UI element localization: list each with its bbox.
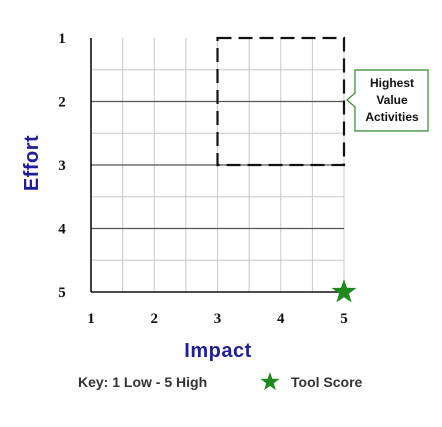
highlight-region-layer bbox=[216, 36, 346, 167]
highlight-region-box bbox=[216, 36, 346, 167]
point-layer bbox=[331, 279, 357, 303]
tool-score-star-icon bbox=[331, 279, 357, 303]
callout-box bbox=[346, 69, 429, 132]
key-scale-text: Key: 1 Low - 5 High bbox=[78, 374, 207, 390]
x-tick-label: 3 bbox=[214, 311, 222, 327]
key-star-icon bbox=[260, 372, 280, 391]
x-axis-title: Impact bbox=[184, 340, 251, 362]
callout-line-2: Value bbox=[376, 93, 408, 107]
y-tick-label: 1 bbox=[58, 31, 66, 47]
y-axis-title: Effort bbox=[21, 135, 43, 191]
x-tick-label: 5 bbox=[340, 311, 348, 327]
chart-key: Key: 1 Low - 5 High Tool Score bbox=[78, 372, 363, 391]
tick-label-layer: 1 2 3 4 5 1 2 3 4 5 bbox=[58, 31, 348, 327]
y-tick-label: 4 bbox=[58, 222, 66, 238]
y-tick-label: 3 bbox=[58, 158, 66, 174]
axis-layer bbox=[90, 38, 344, 293]
x-tick-label: 1 bbox=[87, 311, 95, 327]
highlight-callout: Highest Value Activities bbox=[346, 69, 429, 132]
callout-line-1: Highest bbox=[370, 76, 414, 90]
y-tick-label: 2 bbox=[58, 95, 66, 111]
x-tick-label: 4 bbox=[277, 311, 285, 327]
callout-line-3: Activities bbox=[365, 110, 419, 124]
key-marker-label: Tool Score bbox=[291, 374, 363, 390]
y-tick-label: 5 bbox=[58, 285, 66, 301]
x-tick-label: 2 bbox=[151, 311, 159, 327]
